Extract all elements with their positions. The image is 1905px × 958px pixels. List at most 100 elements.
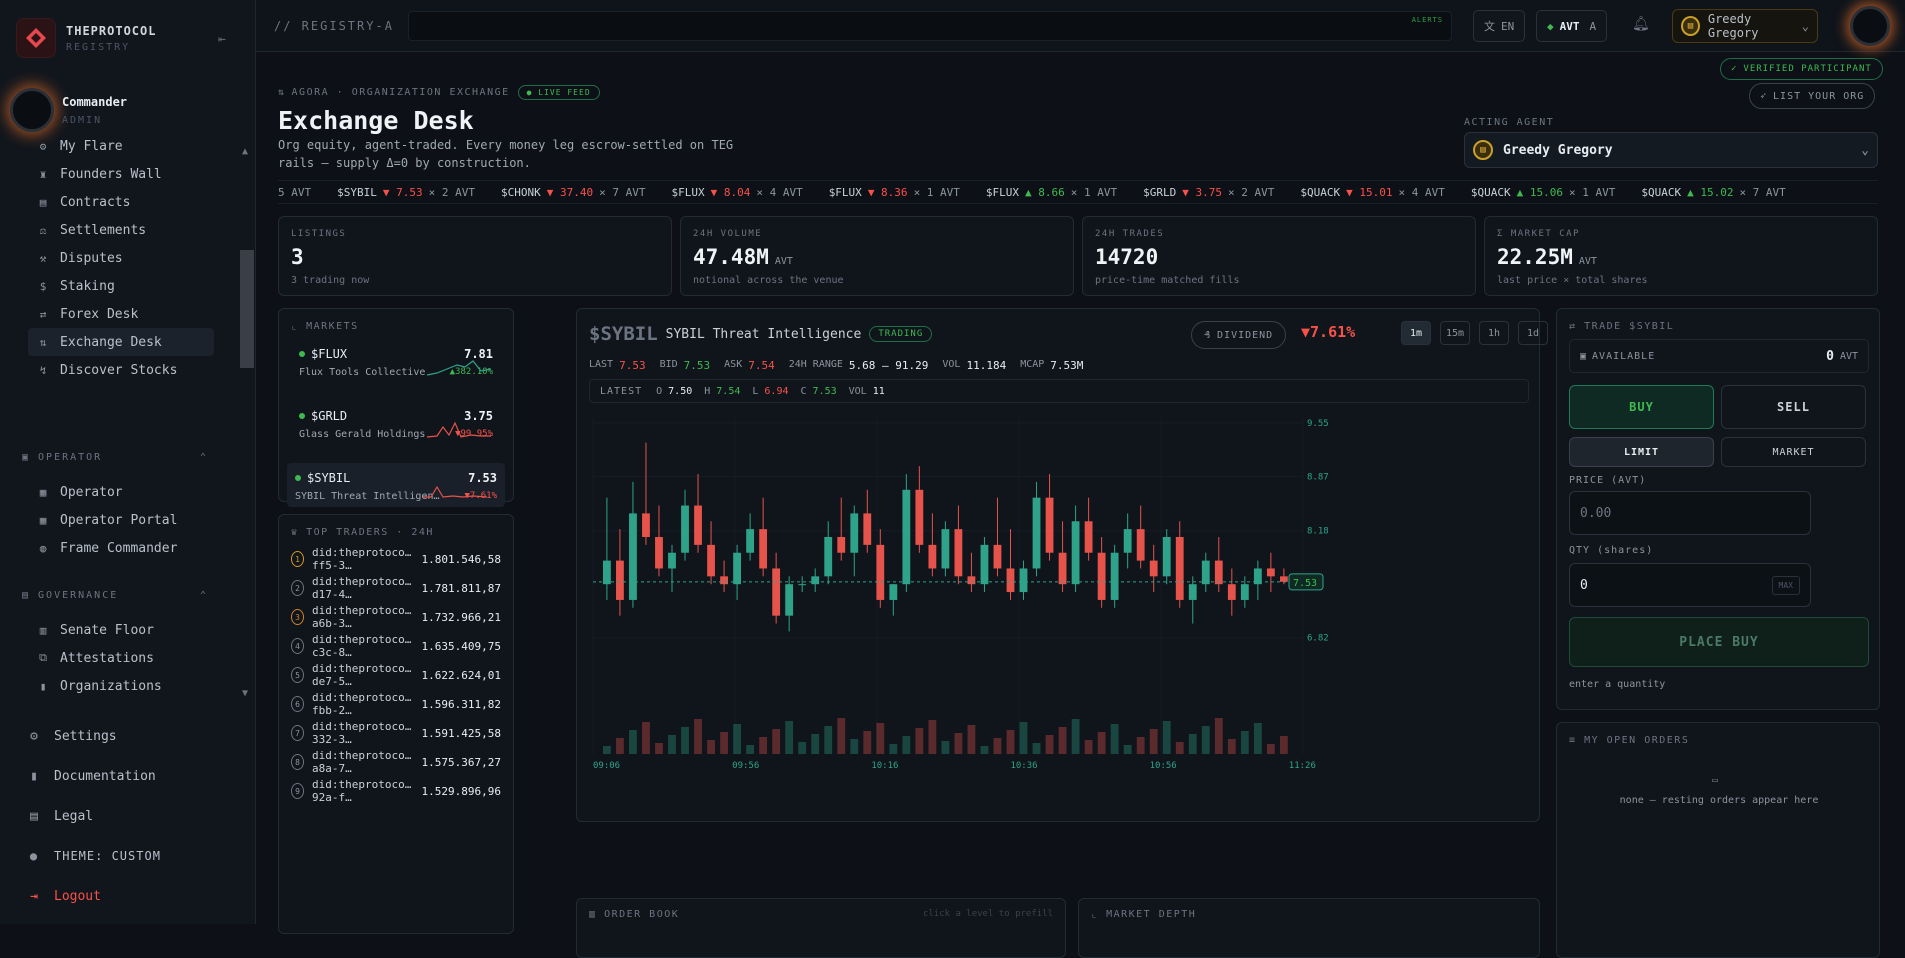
sidebar-item-attestations[interactable]: ⧉ Attestations [36, 644, 222, 672]
legal-link[interactable]: ▤ Legal [26, 809, 93, 824]
ticker-qty: × 1 AVT [913, 186, 960, 199]
token-selector[interactable]: ◆ AVT A [1536, 10, 1608, 42]
timeframe-15m[interactable]: 15m [1440, 321, 1470, 345]
ticker-symbol: $QUACK [1641, 186, 1682, 199]
language-selector[interactable]: 文 EN [1473, 10, 1526, 42]
timeframe-1m[interactable]: 1m [1401, 321, 1431, 345]
ticker-item[interactable]: $FLUX ▼ 8.36 × 1 AVT [829, 186, 960, 199]
nav-scroll-up-icon[interactable]: ▲ [242, 146, 249, 157]
trader-row[interactable]: 2 did:theprotoco…d17-4… 1.781.811,87 [291, 575, 501, 601]
logout-link[interactable]: ⇥ Logout [26, 889, 101, 904]
traders-header: ♛ TOP TRADERS · 24H [291, 527, 434, 538]
sidebar-scrollbar[interactable] [240, 250, 254, 368]
token-label: AVT [1559, 19, 1580, 33]
rank-badge: 5 [291, 667, 305, 683]
top-traders-panel: ♛ TOP TRADERS · 24H 1 did:theprotoco…ff5-… [278, 514, 514, 934]
ticker-item[interactable]: $QUACK ▲ 15.06 × 1 AVT [1471, 186, 1615, 199]
documentation-link[interactable]: ▮ Documentation [26, 769, 156, 784]
settings-link[interactable]: ⚙ Settings [26, 729, 117, 744]
sidebar-item-organizations[interactable]: ▮ Organizations [36, 672, 222, 700]
list-org-button[interactable]: ➶ LIST YOUR ORG [1749, 83, 1876, 109]
market-price: 7.81 [464, 347, 493, 361]
sidebar-item-founders-wall[interactable]: ♜ Founders Wall [36, 160, 222, 188]
volume-bar [1136, 737, 1145, 754]
ticker-item[interactable]: $QUACK ▲ 15.02 × 7 AVT [1641, 186, 1785, 199]
trader-row[interactable]: 4 did:theprotoco…c3c-8… 1.635.409,75 [291, 633, 501, 659]
sidebar-item-label: Attestations [60, 650, 154, 666]
ticker-item[interactable]: $SYBIL ▼ 7.53 × 2 AVT [337, 186, 475, 199]
section-operator[interactable]: ▣ OPERATOR ⌃ [22, 452, 208, 463]
timeframe-1h[interactable]: 1h [1479, 321, 1509, 345]
max-button[interactable]: MAX [1771, 575, 1800, 595]
sidebar-item-forex-desk[interactable]: ⇄ Forex Desk [36, 300, 222, 328]
settings-label: Settings [54, 729, 117, 744]
ticker-item[interactable]: $FLUX ▼ 8.04 × 4 AVT [671, 186, 802, 199]
volume-bar [824, 726, 833, 754]
theme-toggle[interactable]: ● THEME: CUSTOM [26, 849, 161, 863]
sparkline [423, 485, 487, 498]
sidebar-item-operator[interactable]: ▦ Operator [36, 478, 222, 506]
timeframe-1d[interactable]: 1d [1518, 321, 1548, 345]
sidebar-item-exchange-desk[interactable]: ⇅ Exchange Desk [28, 328, 214, 356]
sidebar-item-settlements[interactable]: ⚖ Settlements [36, 216, 222, 244]
stat-number: 14720 [1095, 245, 1159, 269]
available-balance: ▣ AVAILABLE 0 AVT [1569, 339, 1869, 373]
ticker-item[interactable]: $CHONK ▼ 37.40 × 7 AVT [501, 186, 645, 199]
trader-row[interactable]: 3 did:theprotoco…a6b-3… 1.732.966,21 [291, 604, 501, 630]
market-symbol-wrap: $FLUX [299, 347, 347, 361]
alerts-badge[interactable]: ALERTS [1411, 16, 1443, 24]
sidebar-item-my-flare[interactable]: ⚙ My Flare [36, 140, 222, 160]
sidebar-item-operator-portal[interactable]: ▦ Operator Portal [36, 506, 222, 534]
ticker-item[interactable]: $GRLD ▼ 3.75 × 2 AVT [1143, 186, 1274, 199]
candle-body [993, 544, 1002, 569]
nav-scroll-down-icon[interactable]: ▼ [242, 688, 249, 699]
account-menu[interactable]: ▤ Greedy Gregory ⌄ [1672, 9, 1818, 43]
place-buy-button[interactable]: PLACE BUY [1569, 617, 1869, 667]
section-operator-label: OPERATOR [38, 452, 103, 463]
trader-row[interactable]: 5 did:theprotoco…de7-5… 1.622.624,01 [291, 662, 501, 688]
trader-row[interactable]: 1 did:theprotoco…ff5-3… 1.801.546,58 [291, 546, 501, 572]
sidebar-item-staking[interactable]: $ Staking [36, 272, 222, 300]
chevron-up-icon: ⌃ [199, 452, 208, 463]
sidebar-item-frame-commander[interactable]: ◍ Frame Commander [36, 534, 222, 562]
market-row[interactable]: $GRLD 3.75 Glass Gerald Holdings ▼99.95% [291, 401, 501, 445]
trader-row[interactable]: 9 did:theprotoco…92a-f… 1.529.896,96 [291, 778, 501, 804]
qty-input[interactable]: 0 MAX [1569, 563, 1811, 607]
stat-val: 7.53 [683, 359, 711, 372]
ticker-item[interactable]: $QUACK ▼ 15.01 × 4 AVT [1300, 186, 1444, 199]
market-symbol-wrap: $SYBIL [295, 471, 350, 485]
candle-body [746, 529, 755, 553]
price-input[interactable]: 0.00 [1569, 491, 1811, 535]
ticker-item[interactable]: 5 AVT [278, 186, 311, 199]
ticker-item[interactable]: $FLUX ▲ 8.66 × 1 AVT [986, 186, 1117, 199]
market-row[interactable]: $SYBIL 7.53 SYBIL Threat Intelligen… ▼7.61% [287, 463, 505, 507]
trader-row[interactable]: 7 did:theprotoco…332-3… 1.591.425,58 [291, 720, 501, 746]
sidebar-item-contracts[interactable]: ▤ Contracts [36, 188, 222, 216]
candle-body [668, 552, 676, 569]
collapse-sidebar-icon[interactable]: ⇤ [218, 32, 226, 47]
search-input[interactable]: ALERTS [408, 11, 1452, 41]
dividend-button[interactable]: ₰ DIVIDEND [1191, 321, 1287, 349]
market-button[interactable]: MARKET [1721, 437, 1866, 467]
acting-agent-select[interactable]: ▤ Greedy Gregory ⌄ [1464, 132, 1878, 168]
section-governance[interactable]: ▤ GOVERNANCE ⌃ [22, 590, 208, 601]
x-tick-label: 10:36 [1010, 761, 1037, 771]
buy-button[interactable]: BUY [1569, 385, 1714, 429]
trader-row[interactable]: 8 did:theprotoco…a8a-7… 1.575.367,27 [291, 749, 501, 775]
bell-icon[interactable]: 🔔︎ [1632, 16, 1650, 32]
sell-button[interactable]: SELL [1721, 385, 1866, 429]
sidebar-item-disputes[interactable]: ⚒ Disputes [36, 244, 222, 272]
candlestick-chart[interactable]: 9.55 8.87 8.18 6.82 7.53 09:06 09:56 10:16 10:36… [577, 409, 1541, 819]
sidebar-item-senate-floor[interactable]: ▥ Senate Floor [36, 616, 222, 644]
volume-bar [1071, 719, 1080, 754]
brand[interactable]: THEPROTOCOL REGISTRY [16, 18, 156, 58]
profile-avatar[interactable] [1850, 6, 1890, 46]
sidebar-item-discover-stocks[interactable]: ↯ Discover Stocks [36, 356, 222, 384]
market-row[interactable]: $FLUX 7.81 Flux Tools Collective ▲382.10% [291, 339, 501, 383]
user-card[interactable]: Commander ADMIN [10, 88, 127, 132]
breadcrumb[interactable]: // REGISTRY-A [274, 19, 394, 33]
gavel-icon: ⚒ [39, 251, 47, 265]
trader-row[interactable]: 6 did:theprotoco…fbb-2… 1.596.311,82 [291, 691, 501, 717]
limit-button[interactable]: LIMIT [1569, 437, 1714, 467]
x-tick-label: 09:56 [732, 761, 759, 771]
